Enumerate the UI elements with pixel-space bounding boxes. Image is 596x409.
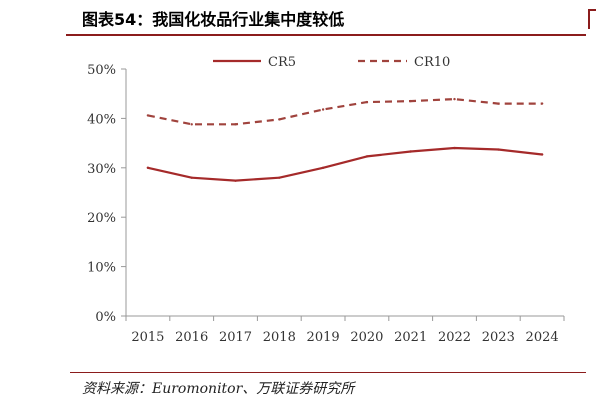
data-point-cr5 xyxy=(321,166,325,169)
x-tick-label: 2017 xyxy=(219,330,252,345)
data-point-cr10 xyxy=(453,97,456,101)
chart-axes: 0% 10% 20% 30% 40% 50% 2015 2016 2017 2018 2019 202… xyxy=(87,63,565,345)
legend-label-cr10: CR10 xyxy=(414,55,450,70)
line-chart: 0% 10% 20% 30% 40% 50% 2015 2016 2017 2018 2019 202… xyxy=(87,55,565,345)
data-point-cr10 xyxy=(278,118,281,121)
data-point-cr10 xyxy=(146,114,150,117)
y-tick-label: 0% xyxy=(95,310,116,325)
data-point-cr5 xyxy=(234,179,237,182)
data-point-cr5 xyxy=(497,148,500,151)
y-tick-label: 20% xyxy=(87,211,116,226)
x-tick-label: 2015 xyxy=(131,330,164,345)
x-tick-label: 2019 xyxy=(307,330,340,345)
x-tick-label: 2023 xyxy=(482,330,515,345)
legend-label-cr5: CR5 xyxy=(268,55,296,70)
data-point-cr5 xyxy=(540,153,544,156)
y-tick-label: 30% xyxy=(87,162,116,177)
series-line-cr5 xyxy=(146,146,544,182)
data-point-cr10 xyxy=(321,108,325,111)
chart-title: 图表54：我国化妆品行业集中度较低 xyxy=(82,10,345,29)
data-point-cr10 xyxy=(497,102,500,105)
data-point-cr5 xyxy=(190,176,193,179)
y-tick-label: 10% xyxy=(87,261,116,276)
chart-series xyxy=(146,97,544,182)
x-tick-label: 2016 xyxy=(175,330,208,345)
data-point-cr10 xyxy=(190,123,193,126)
data-point-cr10 xyxy=(365,100,369,104)
data-point-cr10 xyxy=(540,102,544,105)
x-tick-label: 2022 xyxy=(438,330,471,345)
y-tick-label: 50% xyxy=(87,63,116,78)
data-point-cr5 xyxy=(409,150,412,153)
source-note: 资料来源：Euromonitor、万联证券研究所 xyxy=(82,381,355,397)
data-point-cr5 xyxy=(278,176,281,179)
data-point-cr5 xyxy=(365,155,369,158)
data-point-cr5 xyxy=(146,166,150,169)
chart-legend: CR5 CR10 xyxy=(213,55,450,70)
footer-rule xyxy=(70,372,586,373)
series-line-cr10 xyxy=(147,97,543,126)
y-tick-label: 40% xyxy=(87,112,116,127)
header: 图表54：我国化妆品行业集中度较低 xyxy=(0,0,596,36)
x-tick-label: 2024 xyxy=(526,330,559,345)
data-point-cr10 xyxy=(234,123,237,126)
x-tick-label: 2020 xyxy=(350,330,383,345)
data-point-cr10 xyxy=(409,99,412,103)
edge-marker xyxy=(588,9,596,29)
title-rule xyxy=(66,34,586,36)
x-tick-label: 2021 xyxy=(394,330,427,345)
x-tick-label: 2018 xyxy=(263,330,296,345)
data-point-cr5 xyxy=(453,146,456,150)
